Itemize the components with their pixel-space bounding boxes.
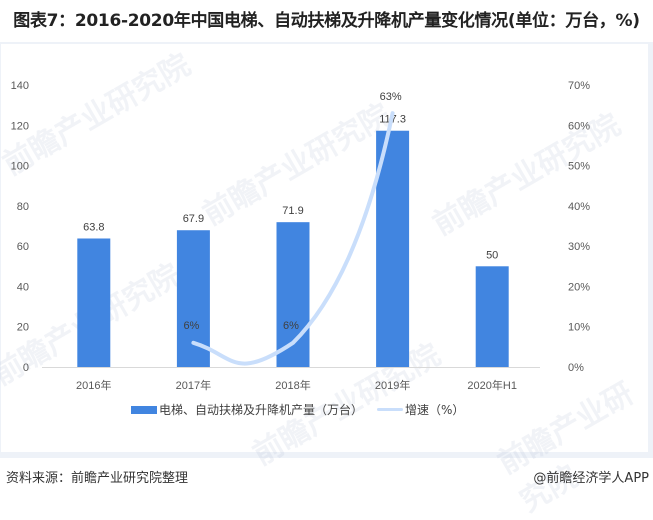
y-right-tick: 20% xyxy=(568,281,590,293)
x-tick: 2020年H1 xyxy=(467,378,517,392)
bar xyxy=(475,266,509,367)
legend-bar-swatch xyxy=(131,405,157,414)
bar xyxy=(276,222,310,367)
legend-item-growth: 增速（%） xyxy=(377,401,464,418)
growth-value-label: 6% xyxy=(183,320,199,332)
x-tick: 2018年 xyxy=(275,378,310,392)
chart-title: 图表7：2016-2020年中国电梯、自动扶梯及升降机产量变化情况(单位：万台，… xyxy=(13,11,640,31)
y-right-tick: 70% xyxy=(568,80,590,92)
bar xyxy=(376,130,410,367)
chart-plot: 0 20 40 60 80 100 120 140 0% 10% 20% 30% 40% 50% 60% 70… xyxy=(11,80,591,392)
source-note: 资料来源：前瞻产业研究院整理 xyxy=(6,471,189,486)
brand-credit: @前瞻经济学人APP xyxy=(533,471,649,486)
legend-line-swatch xyxy=(377,408,403,411)
y-left-tick: 40 xyxy=(17,281,29,293)
bar-value-label: 67.9 xyxy=(183,213,204,225)
growth-value-label: 6% xyxy=(283,320,299,332)
x-tick: 2019年 xyxy=(375,378,410,392)
growth-line xyxy=(191,111,395,366)
legend-bar-label: 电梯、自动扶梯及升降机产量（万台） xyxy=(159,403,364,417)
footer: 资料来源：前瞻产业研究院整理 @前瞻经济学人APP xyxy=(0,458,653,494)
y-left-tick: 80 xyxy=(17,201,29,213)
bar-value-label: 71.9 xyxy=(282,205,303,217)
chart-legend: 电梯、自动扶梯及升降机产量（万台） 增速（%） xyxy=(0,401,653,421)
y-left-tick: 120 xyxy=(11,120,29,132)
y-left-tick: 100 xyxy=(11,161,29,173)
legend-item-production: 电梯、自动扶梯及升降机产量（万台） xyxy=(131,401,363,418)
y-right-tick: 50% xyxy=(568,161,590,173)
bar xyxy=(77,238,111,367)
y-right-tick: 60% xyxy=(568,120,590,132)
growth-value-label: 63% xyxy=(380,91,402,103)
x-tick: 2016年 xyxy=(76,378,111,392)
y-right-tick: 0% xyxy=(568,362,584,374)
bar-value-label: 63.8 xyxy=(83,221,104,233)
y-right-tick: 30% xyxy=(568,241,590,253)
x-tick: 2017年 xyxy=(176,378,211,392)
y-left-tick: 60 xyxy=(17,241,29,253)
legend-line-label: 增速（%） xyxy=(405,403,465,417)
y-right-tick: 10% xyxy=(568,322,590,334)
bar-value-label: 50 xyxy=(486,249,498,261)
y-right-tick: 40% xyxy=(568,201,590,213)
y-left-tick: 0 xyxy=(23,362,29,374)
y-left-tick: 20 xyxy=(17,322,29,334)
y-left-tick: 140 xyxy=(11,80,29,92)
